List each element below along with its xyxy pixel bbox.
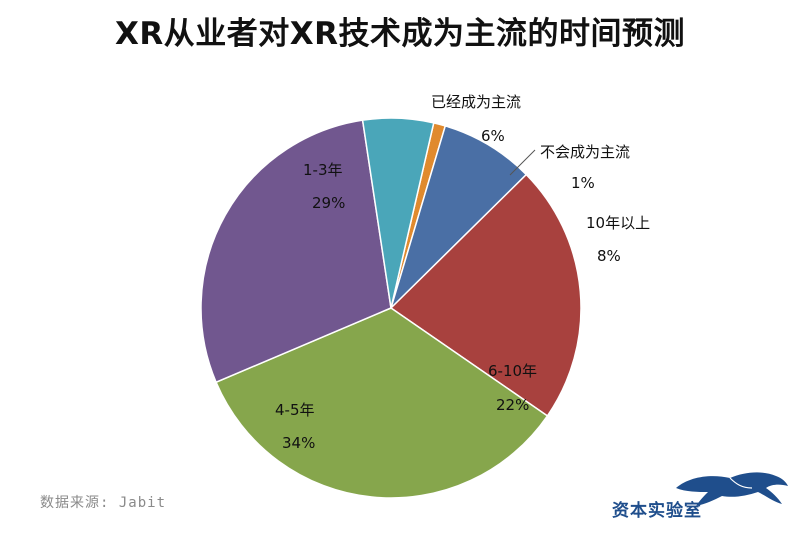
- slice-label-1-3-years: 1-3年: [303, 161, 343, 179]
- slice-value-over-10-years: 8%: [597, 247, 621, 265]
- pie-slices: [200, 117, 582, 499]
- slice-value-1-3-years: 29%: [312, 194, 345, 212]
- leader-lines: [509, 149, 536, 176]
- pie-slice-already-mainstream: [361, 117, 435, 309]
- slice-value-6-10-years: 22%: [496, 396, 529, 414]
- slice-label-not-mainstream: 不会成为主流: [540, 143, 630, 161]
- data-source-note: 数据来源: Jabit: [40, 495, 167, 511]
- brand-logo: 资本实验室: [612, 466, 788, 526]
- brand-logo-text: 资本实验室: [612, 501, 702, 521]
- slice-label-already-mainstream: 已经成为主流: [431, 93, 521, 111]
- pie-slice-6-10-years: [389, 173, 582, 417]
- pie-slice-1-3-years: [200, 119, 392, 384]
- slice-label-4-5-years: 4-5年: [275, 401, 315, 419]
- slice-value-4-5-years: 34%: [282, 434, 315, 452]
- chart-title: XR从业者对XR技术成为主流的时间预测: [114, 16, 686, 52]
- slice-label-6-10-years: 6-10年: [488, 362, 537, 380]
- pie-slice-over-10-years: [390, 124, 528, 309]
- slice-value-already-mainstream: 6%: [481, 127, 505, 145]
- slice-value-not-mainstream: 1%: [571, 174, 595, 192]
- slice-label-over-10-years: 10年以上: [586, 214, 650, 232]
- leopard-icon: [676, 472, 788, 506]
- leader-line-not-mainstream: [509, 149, 536, 176]
- pie-slice-4-5-years: [215, 307, 549, 499]
